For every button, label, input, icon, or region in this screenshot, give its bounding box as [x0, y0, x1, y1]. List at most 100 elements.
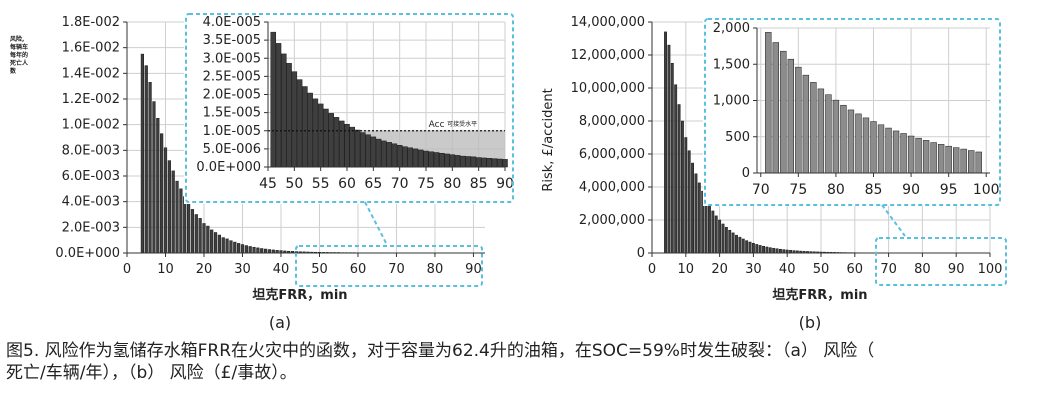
a-main-bar — [252, 246, 256, 254]
b-main-bar — [697, 182, 701, 254]
a-inset-threshold-label: 可接受水平 — [447, 120, 477, 128]
a-inset-x-tick-label: 75 — [417, 176, 435, 192]
a-main-x-tick-label: 70 — [388, 262, 405, 277]
b-main-bar — [721, 223, 725, 254]
a-inset-x-tick-label: 90 — [496, 176, 514, 192]
a-inset-chart: Acc 可接受水平 0.0E+000 5.0E-006 1.0E-005 1.5E-005… — [196, 15, 514, 192]
a-inset-x-tick-label: 65 — [364, 176, 382, 192]
a-inset-bar — [365, 134, 371, 168]
a-main-y-tick-label: 1.0E-002 — [62, 118, 120, 133]
b-main-x-tick-label: 50 — [813, 262, 830, 277]
b-main-x-tick-label: 40 — [779, 262, 796, 277]
a-inset-bar — [338, 120, 345, 168]
b-inset-bar — [907, 135, 915, 174]
a-main-bar — [140, 53, 144, 254]
a-main-y-tick-label: 6.0E-003 — [62, 169, 120, 184]
a-inset-bar — [291, 71, 298, 168]
a-main-y-tick-label: 2.0E-003 — [62, 220, 120, 235]
a-main-bar — [256, 247, 260, 254]
b-main-bar — [674, 84, 678, 254]
a-inset-bar — [375, 138, 382, 168]
panel-b: 0 2,000,000 4,000,000 6,000,000 8,000,000 10,… — [541, 15, 1007, 332]
a-main-bar — [183, 196, 187, 254]
a-main-y-tick-label: 8.0E-003 — [62, 143, 120, 158]
a-inset-y-tick-label: 0.0E+000 — [196, 160, 261, 175]
a-inset-bar — [323, 108, 329, 168]
a-inset-bar — [349, 126, 356, 168]
a-inset-bar — [460, 155, 466, 168]
a-inset-y-tick-label: 3.5E-005 — [203, 33, 261, 48]
a-main-bar — [210, 229, 214, 254]
b-main-y-tick-label: 0 — [637, 246, 645, 261]
a-inset-bar — [433, 152, 440, 168]
a-inset-bar — [296, 79, 303, 168]
a-inset-x-tick-label: 80 — [443, 176, 461, 192]
b-inset-bar — [945, 145, 952, 174]
b-inset-bar — [885, 127, 892, 174]
a-main-bar — [217, 234, 221, 254]
b-main-bar — [772, 247, 776, 254]
b-inset-bar — [787, 58, 795, 174]
b-inset-bar — [832, 99, 840, 174]
b-inset-bar — [937, 144, 945, 174]
b-main-bar — [680, 120, 684, 254]
a-main-bar — [152, 101, 156, 254]
a-main-bar — [186, 202, 191, 254]
b-main-bar — [775, 248, 779, 254]
a-inset-bar — [486, 158, 492, 168]
a-main-bar — [179, 188, 183, 254]
a-inset-x-tick-label: 70 — [391, 176, 409, 192]
b-inset-bar — [810, 82, 817, 174]
b-main-bar — [677, 104, 681, 254]
b-inset-bar — [772, 42, 779, 174]
a-main-bar — [167, 160, 171, 254]
b-inset-y-tick-label: 0 — [742, 166, 750, 181]
a-inset-y-tick-label: 1.0E-005 — [203, 124, 261, 139]
b-inset-bar — [862, 117, 870, 174]
a-main-x-tick-label: 50 — [311, 262, 328, 277]
a-main-x-tick-label: 30 — [234, 262, 251, 277]
a-main-bar — [221, 237, 225, 254]
b-main-bar — [670, 63, 674, 254]
b-main-bar — [718, 219, 722, 254]
a-inset-bar — [333, 117, 340, 168]
a-main-bar — [206, 225, 210, 254]
a-main-bar — [260, 248, 264, 254]
a-main-bar — [163, 147, 168, 254]
b-main-bar — [735, 234, 738, 254]
b-inset-bar — [968, 150, 975, 174]
a-main-bar — [175, 180, 179, 254]
b-inset-x-tick-label: 90 — [902, 182, 920, 198]
b-main-x-tick-label: 70 — [880, 262, 897, 277]
b-inset-x-tick-label: 75 — [789, 182, 807, 198]
a-main-bar — [225, 238, 229, 254]
a-inset-y-tick-label: 5.0E-006 — [203, 142, 261, 157]
b-inset-bar — [915, 137, 922, 174]
a-main-bar — [248, 246, 252, 254]
b-main-bar — [694, 173, 698, 254]
b-inset-bar — [840, 104, 847, 174]
b-zoom-region — [875, 237, 1007, 286]
b-inset-bar — [780, 50, 787, 174]
b-inset-x-tick-label: 85 — [865, 182, 883, 198]
a-inset-bar — [407, 147, 413, 168]
b-inset-y-tick-label: 500 — [725, 130, 750, 145]
a-y-axis-label-line: 每年的 — [9, 51, 28, 59]
a-inset-bar — [481, 157, 487, 168]
b-x-axis-label: 坦克FRR，min — [772, 287, 867, 303]
b-main-x-tick-label: 90 — [948, 262, 965, 277]
b-main-x-tick-label: 100 — [978, 262, 1003, 277]
a-inset-bar — [417, 149, 424, 168]
a-y-axis-label-line: 风险, — [10, 35, 24, 43]
a-inset-bar — [475, 157, 482, 168]
a-main-y-tick-label: 1.6E-002 — [62, 41, 120, 56]
panel-a: 0.0E+000 2.0E-003 4.0E-003 6.0E-003 8.0E-003… — [9, 13, 514, 332]
b-main-bar — [745, 240, 749, 254]
a-main-y-tick-label: 1.8E-002 — [62, 15, 120, 30]
b-inset-bar — [960, 148, 967, 174]
a-inset-bar — [470, 156, 477, 168]
b-main-bar — [765, 246, 769, 254]
b-main-bar — [755, 244, 759, 254]
b-inset-bar — [892, 130, 900, 174]
